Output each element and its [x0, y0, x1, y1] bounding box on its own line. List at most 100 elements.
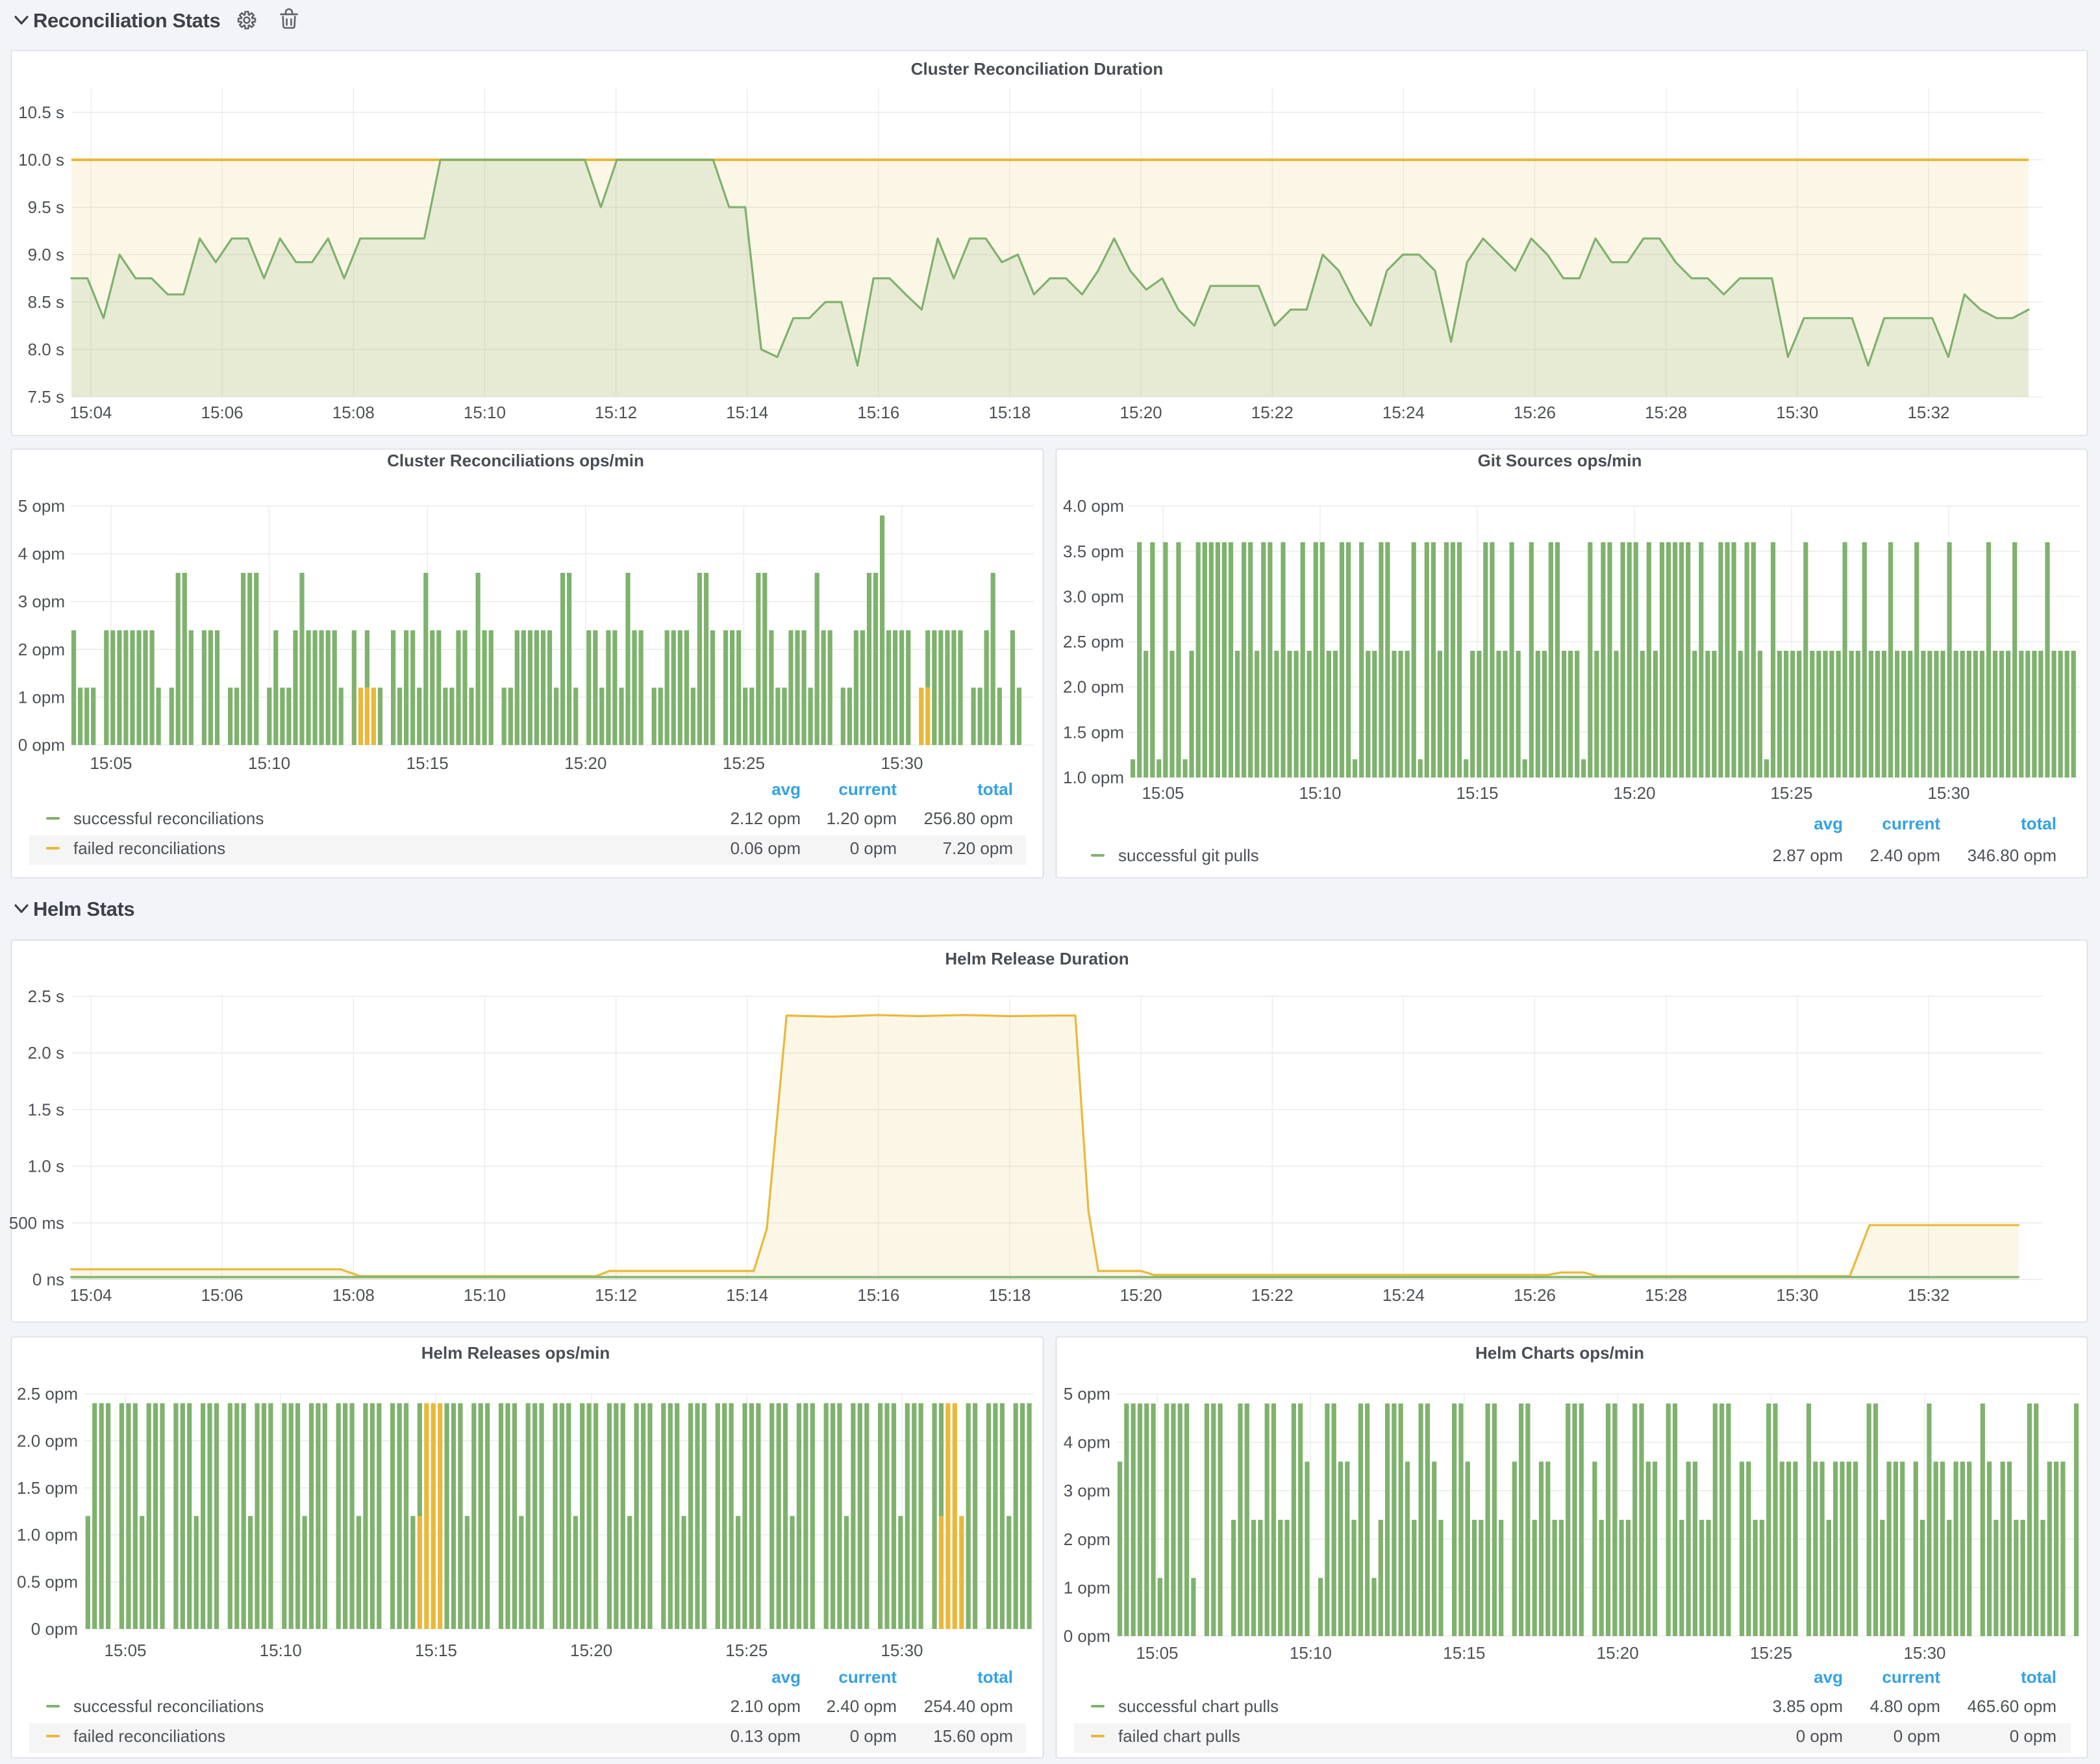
svg-text:254.40 opm: 254.40 opm [924, 1696, 1013, 1716]
svg-text:15:04: 15:04 [69, 403, 112, 422]
svg-text:15:06: 15:06 [201, 1285, 244, 1305]
svg-text:15:25: 15:25 [1770, 783, 1812, 803]
svg-text:0 opm: 0 opm [850, 838, 897, 858]
svg-text:2.0 opm: 2.0 opm [1063, 677, 1124, 697]
svg-text:15:28: 15:28 [1645, 403, 1687, 422]
svg-text:0 opm: 0 opm [18, 735, 65, 755]
svg-text:15:05: 15:05 [104, 1641, 146, 1660]
svg-text:8.0 s: 8.0 s [28, 340, 64, 359]
svg-text:1 opm: 1 opm [1064, 1578, 1110, 1597]
svg-text:1.5 opm: 1.5 opm [17, 1478, 78, 1498]
svg-text:15:30: 15:30 [881, 753, 923, 773]
svg-text:Git Sources ops/min: Git Sources ops/min [1478, 451, 1642, 470]
svg-text:15:26: 15:26 [1514, 1285, 1556, 1305]
svg-text:15:10: 15:10 [1299, 783, 1341, 803]
svg-text:2.0 s: 2.0 s [28, 1043, 64, 1063]
svg-text:successful chart pulls: successful chart pulls [1118, 1696, 1279, 1716]
svg-text:2.40 opm: 2.40 opm [827, 1696, 897, 1716]
svg-text:15:30: 15:30 [1776, 403, 1818, 422]
svg-text:10.5 s: 10.5 s [18, 103, 64, 122]
svg-text:15:05: 15:05 [1142, 783, 1184, 803]
svg-text:15:30: 15:30 [881, 1641, 923, 1660]
svg-text:7.5 s: 7.5 s [28, 387, 64, 407]
svg-text:1.0 opm: 1.0 opm [1063, 768, 1124, 787]
svg-text:15:04: 15:04 [69, 1285, 112, 1305]
svg-text:0 ns: 0 ns [32, 1270, 64, 1289]
svg-text:1.20 opm: 1.20 opm [827, 809, 897, 828]
svg-text:failed reconciliations: failed reconciliations [73, 1726, 225, 1746]
svg-text:3.0 opm: 3.0 opm [1063, 586, 1124, 606]
svg-text:1.5 s: 1.5 s [28, 1100, 64, 1119]
svg-text:15:16: 15:16 [857, 1285, 899, 1305]
svg-text:current: current [838, 1667, 897, 1687]
svg-text:15:20: 15:20 [1613, 783, 1655, 803]
svg-text:Reconciliation Stats: Reconciliation Stats [33, 9, 220, 32]
svg-text:4 opm: 4 opm [18, 544, 65, 564]
svg-text:5 opm: 5 opm [18, 496, 65, 516]
svg-text:0 opm: 0 opm [1796, 1726, 1843, 1746]
svg-text:15:32: 15:32 [1907, 403, 1949, 422]
svg-text:15:30: 15:30 [1927, 783, 1969, 803]
svg-text:15:22: 15:22 [1251, 1285, 1294, 1305]
svg-text:avg: avg [771, 1667, 801, 1687]
svg-text:15:05: 15:05 [1136, 1643, 1178, 1663]
svg-text:Cluster Reconciliations ops/mi: Cluster Reconciliations ops/min [387, 451, 644, 470]
svg-text:0.5 opm: 0.5 opm [17, 1572, 78, 1592]
svg-text:15:22: 15:22 [1251, 403, 1294, 422]
svg-text:15:08: 15:08 [332, 403, 375, 422]
svg-text:15:26: 15:26 [1514, 403, 1556, 422]
svg-text:total: total [977, 779, 1013, 799]
svg-text:15:25: 15:25 [1750, 1643, 1792, 1663]
svg-text:5 opm: 5 opm [1064, 1384, 1110, 1404]
svg-text:15:20: 15:20 [564, 753, 606, 773]
svg-text:15:10: 15:10 [464, 1285, 506, 1305]
svg-text:15.60 opm: 15.60 opm [933, 1726, 1013, 1746]
svg-text:failed reconciliations: failed reconciliations [73, 838, 225, 858]
svg-text:0.06 opm: 0.06 opm [731, 838, 801, 858]
svg-text:15:15: 15:15 [1443, 1643, 1485, 1663]
svg-text:3 opm: 3 opm [1064, 1481, 1110, 1500]
svg-text:2.12 opm: 2.12 opm [731, 809, 801, 828]
svg-text:15:28: 15:28 [1645, 1285, 1687, 1305]
svg-text:4 opm: 4 opm [1064, 1433, 1110, 1452]
svg-text:465.60 opm: 465.60 opm [1968, 1696, 2056, 1716]
svg-text:8.5 s: 8.5 s [28, 292, 64, 312]
svg-text:15:32: 15:32 [1907, 1285, 1949, 1305]
svg-text:15:18: 15:18 [988, 403, 1031, 422]
svg-text:2 opm: 2 opm [18, 640, 65, 659]
svg-text:15:18: 15:18 [988, 1285, 1031, 1305]
svg-text:15:06: 15:06 [201, 403, 244, 422]
svg-text:0 opm: 0 opm [2010, 1726, 2056, 1746]
svg-text:15:10: 15:10 [1290, 1643, 1332, 1663]
svg-text:current: current [1882, 1667, 1940, 1687]
svg-text:0 opm: 0 opm [850, 1726, 897, 1746]
svg-text:Helm Stats: Helm Stats [33, 898, 134, 920]
svg-text:2.5 opm: 2.5 opm [17, 1384, 78, 1404]
svg-text:15:10: 15:10 [260, 1641, 302, 1660]
svg-text:9.0 s: 9.0 s [28, 245, 64, 264]
svg-text:9.5 s: 9.5 s [28, 197, 64, 217]
svg-text:Helm Charts ops/min: Helm Charts ops/min [1475, 1343, 1644, 1363]
svg-text:current: current [838, 779, 897, 799]
svg-text:4.0 opm: 4.0 opm [1063, 496, 1124, 516]
svg-text:15:15: 15:15 [1456, 783, 1498, 803]
svg-text:15:12: 15:12 [595, 403, 637, 422]
svg-text:15:12: 15:12 [595, 1285, 637, 1305]
svg-text:7.20 opm: 7.20 opm [943, 838, 1013, 858]
svg-text:2.40 opm: 2.40 opm [1870, 846, 1940, 865]
svg-text:15:15: 15:15 [406, 753, 449, 773]
svg-text:avg: avg [771, 779, 801, 799]
svg-text:avg: avg [1814, 814, 1843, 833]
svg-text:3.85 opm: 3.85 opm [1773, 1696, 1843, 1716]
svg-text:15:05: 15:05 [90, 753, 132, 773]
svg-text:0 opm: 0 opm [1064, 1626, 1110, 1646]
svg-text:15:25: 15:25 [723, 753, 765, 773]
svg-text:4.80 opm: 4.80 opm [1870, 1696, 1940, 1716]
svg-text:15:25: 15:25 [725, 1641, 768, 1660]
svg-text:2 opm: 2 opm [1064, 1530, 1110, 1549]
svg-text:Helm Release Duration: Helm Release Duration [945, 949, 1129, 968]
svg-text:346.80 opm: 346.80 opm [1968, 846, 2056, 865]
svg-text:2.10 opm: 2.10 opm [731, 1696, 801, 1716]
svg-text:15:20: 15:20 [1597, 1643, 1639, 1663]
svg-text:1.5 opm: 1.5 opm [1063, 722, 1124, 742]
